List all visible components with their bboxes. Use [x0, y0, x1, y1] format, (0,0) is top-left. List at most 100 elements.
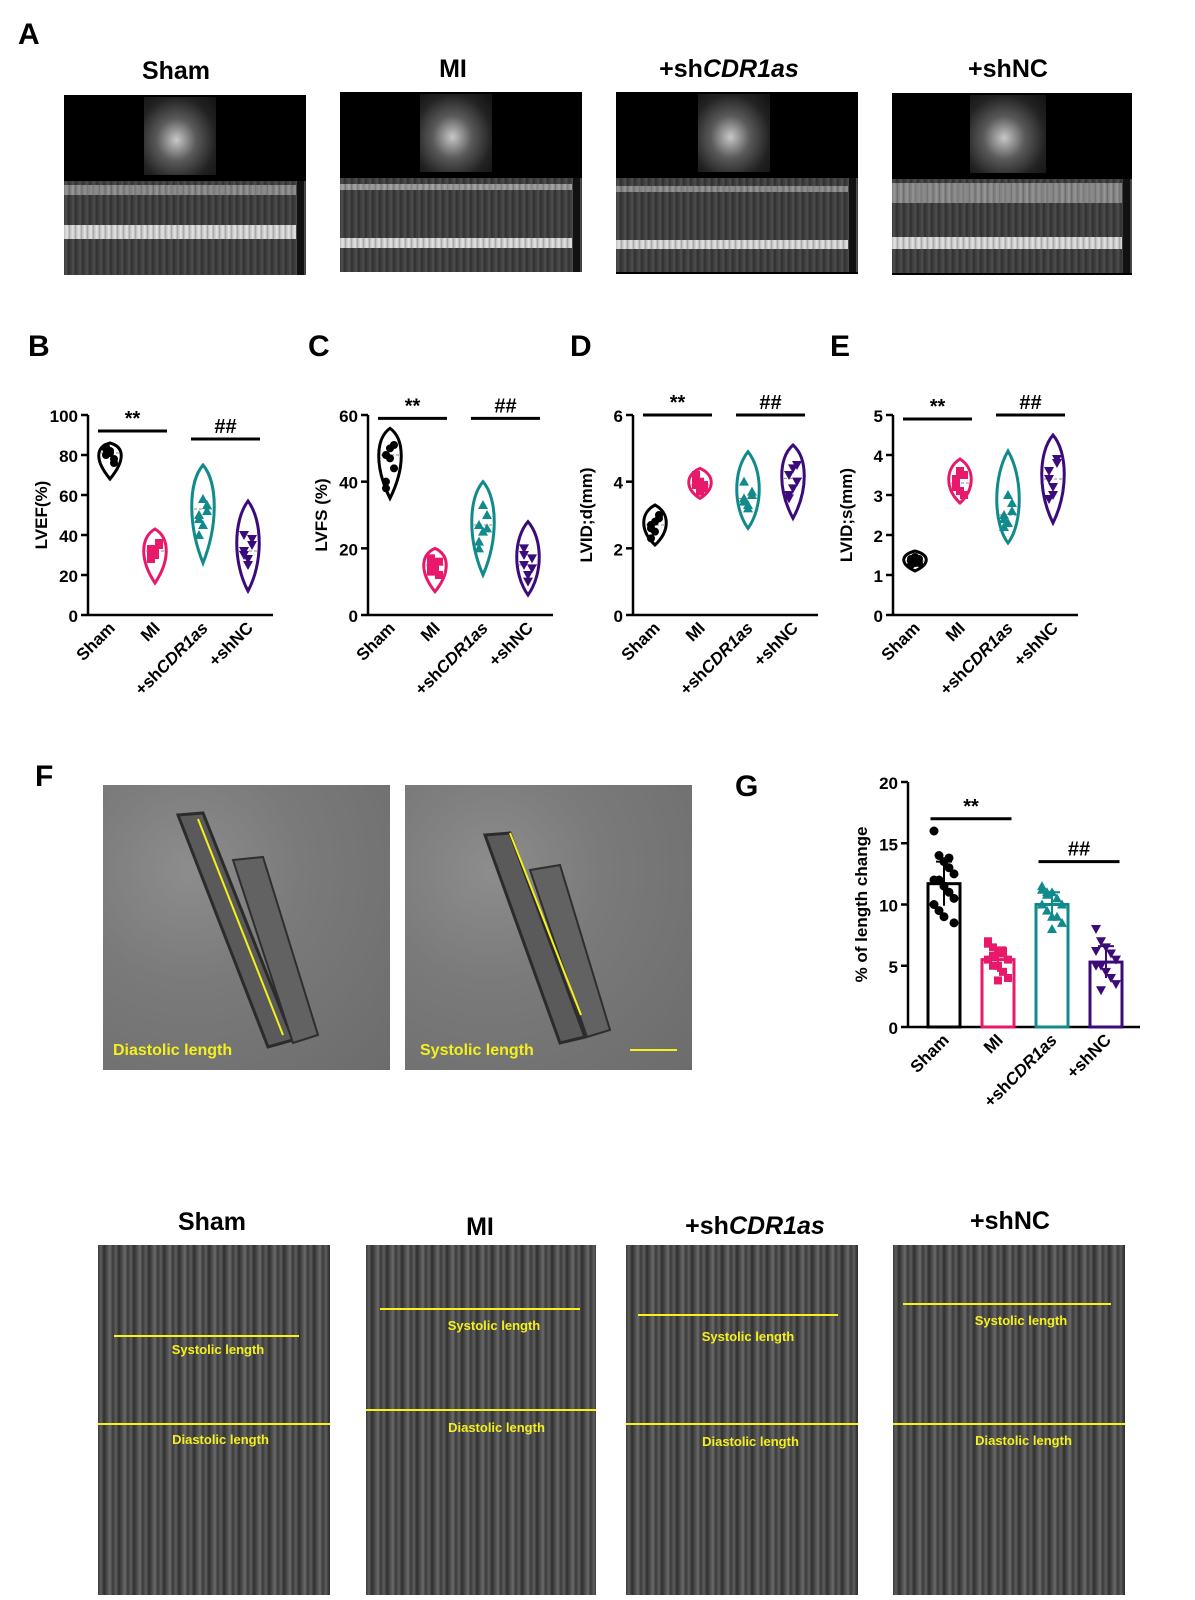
data-point — [474, 536, 484, 546]
data-point — [692, 471, 700, 479]
data-point — [527, 564, 537, 574]
y-tick-label: 0 — [349, 607, 358, 626]
data-point — [1037, 899, 1047, 909]
significance-label: ## — [1068, 839, 1090, 861]
data-point — [739, 476, 749, 486]
data-point — [939, 881, 949, 891]
y-axis-label: % of length change — [852, 827, 871, 983]
kymograph-sham: Systolic length Diastolic length — [98, 1245, 330, 1595]
kymo-mi-diastolic-label: Diastolic length — [448, 1420, 545, 1435]
data-point — [934, 906, 944, 916]
echo-title-shnc: +shNC — [968, 55, 1048, 83]
data-point — [929, 826, 939, 836]
data-point — [247, 541, 257, 550]
data-point — [390, 464, 398, 473]
y-tick-label: 0 — [614, 607, 623, 626]
data-point — [949, 893, 959, 903]
y-tick-label: 6 — [614, 407, 623, 426]
significance-label: ## — [1019, 392, 1041, 414]
data-point — [243, 561, 253, 570]
y-axis-label: LVID;s(mm) — [837, 468, 856, 562]
data-point — [949, 918, 959, 928]
data-point — [1007, 506, 1017, 515]
kymograph-mi: Systolic length Diastolic length — [366, 1245, 596, 1595]
x-tick-label: Sham — [353, 618, 399, 664]
data-point — [784, 494, 794, 504]
data-point — [788, 484, 798, 494]
data-point — [647, 534, 655, 543]
data-point — [696, 487, 704, 496]
data-point — [1111, 955, 1121, 965]
data-point — [989, 951, 997, 960]
data-point — [523, 577, 533, 587]
x-tick-label: MI — [137, 618, 164, 645]
data-point — [527, 554, 537, 564]
data-point — [792, 477, 802, 487]
violin — [735, 449, 761, 531]
data-point — [194, 530, 204, 539]
echo-image-shnc — [892, 93, 1132, 275]
x-tick-label: MI — [682, 618, 709, 645]
data-point — [110, 459, 118, 467]
data-point — [1042, 905, 1052, 915]
data-point — [907, 555, 915, 563]
data-point — [147, 547, 155, 555]
data-point — [929, 900, 939, 909]
data-point — [386, 454, 394, 463]
data-point — [999, 514, 1009, 523]
x-tick-label: Sham — [878, 618, 924, 664]
significance-label: ** — [125, 408, 141, 430]
x-tick-label: +shNC — [205, 618, 257, 670]
violin — [235, 498, 261, 595]
data-point — [382, 484, 390, 493]
data-point — [1096, 937, 1106, 947]
y-tick-label: 2 — [874, 527, 883, 546]
data-point — [1004, 974, 1012, 982]
kymo-title-shnc: +shNC — [970, 1207, 1050, 1235]
data-point — [747, 490, 757, 499]
data-point — [944, 863, 954, 873]
x-tick-label: +shNC — [750, 618, 802, 670]
y-tick-label: 40 — [59, 527, 78, 546]
systolic-length-caption: Systolic length — [420, 1042, 534, 1059]
x-tick-label: MI — [980, 1030, 1007, 1057]
kymo-mi-systolic-label: Systolic length — [447, 1318, 541, 1333]
x-tick-label: +shNC — [485, 618, 537, 670]
panel-c-label: C — [308, 330, 330, 363]
y-tick-label: 80 — [59, 447, 78, 466]
data-point — [949, 869, 959, 879]
violin — [1040, 432, 1066, 527]
x-tick-label: MI — [417, 618, 444, 645]
panel-f-label: F — [35, 760, 54, 793]
y-tick-label: 20 — [339, 540, 358, 559]
data-point — [239, 551, 249, 560]
y-tick-label: 60 — [59, 487, 78, 506]
echo-image-mi — [340, 92, 582, 272]
data-point — [1047, 924, 1057, 933]
data-point — [984, 939, 992, 948]
data-point — [915, 559, 923, 567]
data-point — [1057, 917, 1067, 927]
data-point — [431, 561, 439, 569]
echo-image-shcdr1as — [616, 92, 858, 274]
y-tick-label: 1 — [874, 567, 883, 586]
data-point — [1101, 967, 1111, 977]
data-point — [1091, 947, 1101, 957]
data-point — [482, 523, 492, 533]
y-tick-label: 4 — [614, 474, 624, 493]
data-point — [1044, 495, 1054, 504]
data-point — [239, 531, 249, 540]
data-point — [1057, 899, 1067, 909]
y-axis-label: LVFS (%) — [312, 478, 331, 551]
kymo-sham-systolic-label: Systolic length — [171, 1342, 265, 1357]
data-point — [202, 506, 212, 515]
kymograph-shcdr1as: Systolic length Diastolic length — [626, 1245, 858, 1595]
kymo-sham-diastolic-label: Diastolic length — [172, 1432, 269, 1447]
cardiomyocyte-diastolic-image: Diastolic length — [103, 785, 390, 1070]
data-point — [478, 500, 488, 509]
data-point — [1052, 893, 1062, 903]
significance-label: ** — [930, 396, 946, 418]
data-point — [651, 517, 659, 526]
